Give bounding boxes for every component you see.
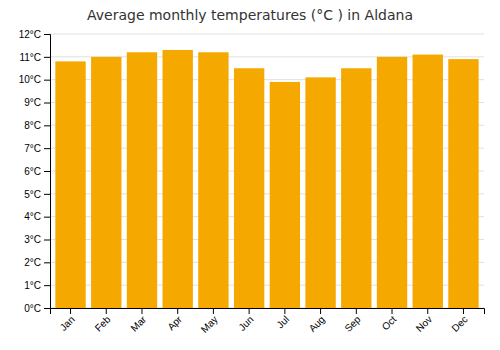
- bar: [163, 50, 193, 308]
- tick-mark: [106, 308, 107, 314]
- tick: 9°C: [24, 97, 50, 108]
- tick-label: 10°C: [19, 74, 41, 85]
- grid: [50, 34, 484, 308]
- tick-mark: [44, 194, 50, 195]
- bar: [413, 55, 443, 308]
- bar: [305, 77, 335, 308]
- tick-label: Sep: [342, 313, 363, 334]
- tick-mark: [44, 171, 50, 172]
- tick-mark: [284, 308, 285, 314]
- tick-label: 2°C: [24, 257, 41, 268]
- tick-mark: [44, 125, 50, 126]
- tick-mark: [44, 148, 50, 149]
- tick-mark: [177, 308, 178, 314]
- bar: [448, 59, 478, 308]
- tick-label: 1°C: [24, 280, 41, 291]
- tick: 11°C: [19, 52, 50, 63]
- tick-label: Oct: [380, 314, 399, 333]
- tick-mark: [44, 285, 50, 286]
- plot: 0°C 1°C 2°C 3°C 4°C 5°C 6°C 7°C 8°C 9°C 10°C 11°C 12…: [19, 29, 485, 335]
- tick-label: May: [199, 314, 220, 335]
- tick: 12°C: [19, 29, 50, 40]
- tick: 0°C: [24, 303, 50, 314]
- bar: [377, 57, 407, 308]
- tick-mark: [141, 308, 142, 314]
- tick: 3°C: [24, 234, 50, 245]
- grid-line: [50, 34, 484, 35]
- bars: [55, 50, 478, 308]
- tick: 1°C: [24, 280, 50, 291]
- tick-label: 12°C: [19, 29, 41, 40]
- tick-mark: [44, 57, 50, 58]
- y-axis: 0°C 1°C 2°C 3°C 4°C 5°C 6°C 7°C 8°C 9°C 10°C 11°C 12…: [19, 29, 51, 314]
- tick-label: Feb: [93, 313, 113, 333]
- tick-label: Jul: [274, 314, 291, 331]
- title: Average monthly temperatures (°C ) in Al…: [87, 7, 413, 23]
- tick-mark: [213, 308, 214, 314]
- tick: Mar: [128, 308, 148, 334]
- tick: Apr: [165, 308, 184, 332]
- tick-mark: [392, 308, 393, 314]
- tick-mark: [44, 308, 50, 309]
- tick-mark: [44, 240, 50, 241]
- tick-label: Apr: [165, 313, 184, 332]
- tick-label: Aug: [307, 314, 327, 334]
- tick: Jan: [58, 308, 77, 333]
- tick-label: 3°C: [24, 234, 41, 245]
- tick-label: Mar: [128, 313, 148, 333]
- tick-label: 7°C: [24, 143, 41, 154]
- tick: 7°C: [24, 143, 50, 154]
- tick-label: 8°C: [24, 120, 41, 131]
- tick-label: Nov: [414, 314, 434, 334]
- tick-mark: [70, 308, 71, 314]
- tick: Dec: [449, 308, 469, 334]
- tick-label: Jan: [58, 314, 77, 333]
- x-axis: Jan Feb Mar Apr May Jun Jul Aug Sep Oct Nov Dec: [51, 308, 485, 335]
- bar: [91, 57, 121, 308]
- tick-label: Dec: [449, 314, 469, 334]
- tick-mark: [44, 34, 50, 35]
- bar: [234, 68, 264, 308]
- tick: Aug: [307, 308, 327, 334]
- bar: [270, 82, 300, 308]
- tick-label: 4°C: [24, 211, 41, 222]
- tick-label: 6°C: [24, 166, 41, 177]
- axis-line: [44, 35, 51, 309]
- tick: Jun: [236, 308, 255, 333]
- tick: Nov: [414, 308, 434, 334]
- tick-label: 0°C: [24, 303, 41, 314]
- tick-label: 9°C: [24, 97, 41, 108]
- chart: 0°C 1°C 2°C 3°C 4°C 5°C 6°C 7°C 8°C 9°C 10°C 11°C 12…: [0, 0, 500, 350]
- tick: 4°C: [24, 211, 50, 222]
- tick: 5°C: [24, 189, 50, 200]
- tick: 2°C: [24, 257, 50, 268]
- tick-mark: [320, 308, 321, 314]
- tick-mark: [249, 308, 250, 314]
- tick-label: Jun: [236, 314, 255, 333]
- axis-line: [51, 309, 485, 315]
- bar: [341, 68, 371, 308]
- tick: 8°C: [24, 120, 50, 131]
- tick-label: 11°C: [19, 52, 41, 63]
- tick: 10°C: [19, 74, 50, 85]
- tick-mark: [356, 308, 357, 314]
- tick: Sep: [342, 308, 363, 334]
- tick-mark: [44, 217, 50, 218]
- bar: [55, 61, 85, 308]
- bar: [198, 52, 228, 308]
- tick: 6°C: [24, 166, 50, 177]
- tick-label: 5°C: [24, 189, 41, 200]
- bar: [127, 52, 157, 308]
- tick: Feb: [93, 308, 113, 334]
- tick-mark: [44, 80, 50, 81]
- tick: Oct: [380, 308, 399, 332]
- tick: Jul: [274, 308, 291, 330]
- tick-mark: [463, 308, 464, 314]
- tick-mark: [427, 308, 428, 314]
- tick-mark: [44, 103, 50, 104]
- tick: May: [199, 308, 220, 335]
- tick-mark: [44, 262, 50, 263]
